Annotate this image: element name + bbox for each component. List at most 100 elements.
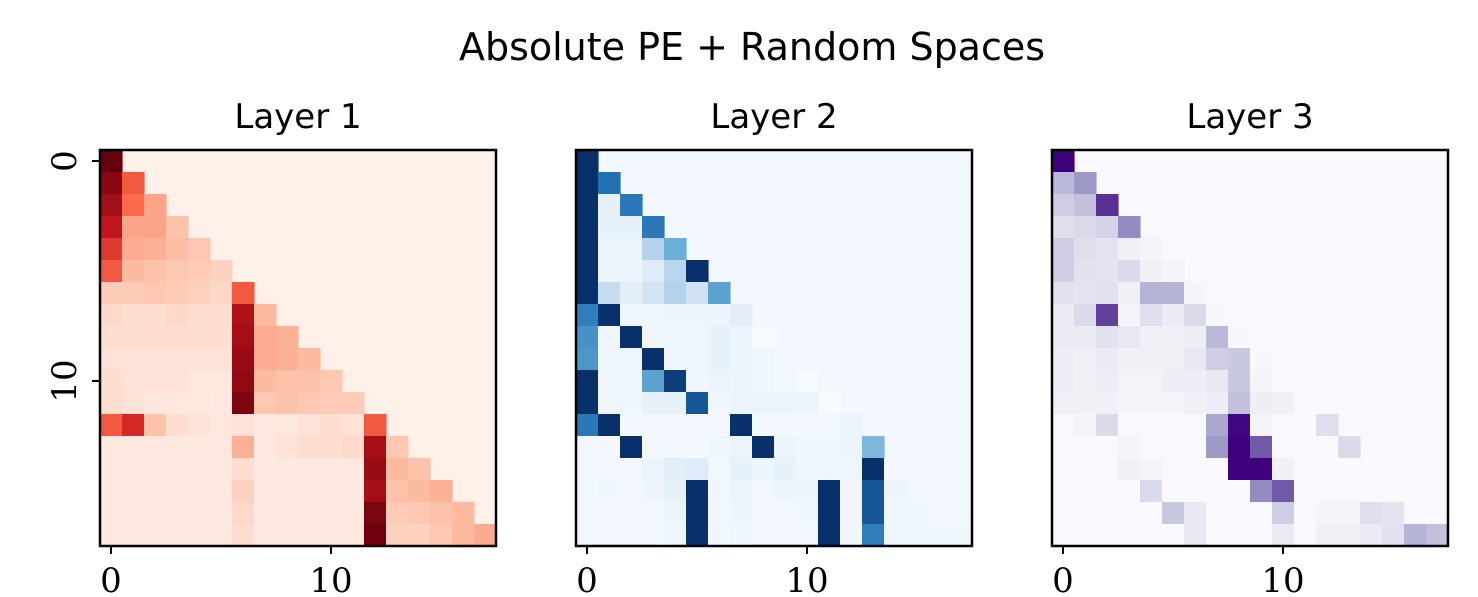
heatmap-cell <box>1052 150 1075 173</box>
heatmap-cell <box>1074 194 1097 217</box>
heatmap-cell <box>386 502 409 525</box>
heatmap-cell <box>1338 480 1361 503</box>
heatmap-cell <box>1228 370 1251 393</box>
heatmap-cell <box>598 172 621 195</box>
heatmap-cell <box>408 524 431 547</box>
heatmap-cell <box>1382 524 1405 547</box>
axes-frame <box>574 148 974 548</box>
heatmap-cell <box>188 480 211 503</box>
heatmap-cell <box>730 326 753 349</box>
heatmap-cell <box>430 524 453 547</box>
heatmap-cell <box>620 436 643 459</box>
heatmap-cell <box>576 326 599 349</box>
heatmap-cell <box>1118 370 1141 393</box>
heatmap-cell <box>1294 458 1317 481</box>
heatmap-cell <box>1096 436 1119 459</box>
heatmap-cell <box>298 414 321 437</box>
heatmap-cell <box>840 524 863 547</box>
heatmap-cell <box>598 238 621 261</box>
heatmap-cell <box>598 260 621 283</box>
heatmap-cell <box>1316 436 1339 459</box>
panel-title: Layer 3 <box>1186 97 1313 137</box>
heatmap-cell <box>686 458 709 481</box>
heatmap-cell <box>166 502 189 525</box>
heatmap-cell <box>1228 326 1251 349</box>
heatmap-cell <box>642 392 665 415</box>
heatmap-cell <box>620 524 643 547</box>
heatmap-cell <box>598 480 621 503</box>
heatmap-cell <box>254 458 277 481</box>
heatmap-cell <box>1052 436 1075 459</box>
heatmap-cell <box>364 436 387 459</box>
heatmap-cell <box>818 480 841 503</box>
heatmap-cell <box>1052 392 1075 415</box>
heatmap-cell <box>598 348 621 371</box>
heatmap-cell <box>598 458 621 481</box>
heatmap-cell <box>298 392 321 415</box>
heatmap-cell <box>620 326 643 349</box>
heatmap-cell <box>232 436 255 459</box>
heatmap-cell <box>1074 260 1097 283</box>
heatmap-cell <box>1272 414 1295 437</box>
heatmap-cell <box>1184 502 1207 525</box>
heatmap-cell <box>1162 260 1185 283</box>
heatmap-cell <box>408 480 431 503</box>
heatmap-cell <box>1162 326 1185 349</box>
heatmap-cell <box>1162 348 1185 371</box>
heatmap-cell <box>730 414 753 437</box>
heatmap-cell <box>1052 326 1075 349</box>
heatmap-cell <box>1074 216 1097 239</box>
heatmap-cell <box>100 480 123 503</box>
heatmap-cell <box>232 392 255 415</box>
heatmap-cell <box>708 370 731 393</box>
heatmap-cell <box>254 392 277 415</box>
heatmap-cell <box>1360 458 1383 481</box>
heatmap-panel-3: Layer 3 0 10 <box>1050 97 1450 597</box>
heatmap-cell <box>210 282 233 305</box>
heatmap-cell <box>408 458 431 481</box>
heatmap-cell <box>1184 282 1207 305</box>
heatmap-cell <box>1338 524 1361 547</box>
heatmap-cell <box>1316 458 1339 481</box>
heatmap-cell <box>928 524 951 547</box>
axes-frame <box>98 148 498 548</box>
heatmap-cell <box>598 436 621 459</box>
heatmap-cell <box>1250 436 1273 459</box>
heatmap-cell <box>708 502 731 525</box>
heatmap-cell <box>122 524 145 547</box>
heatmap-cell <box>1228 458 1251 481</box>
heatmap-cell <box>576 414 599 437</box>
heatmap-cell <box>144 480 167 503</box>
heatmap-cell <box>188 348 211 371</box>
heatmap-cell <box>840 414 863 437</box>
heatmap-cell <box>576 304 599 327</box>
heatmap-cell <box>100 238 123 261</box>
heatmap-cell <box>598 326 621 349</box>
heatmap-cell <box>1338 502 1361 525</box>
heatmap-cell <box>1052 502 1075 525</box>
heatmap-cell <box>576 172 599 195</box>
heatmap-cell <box>686 502 709 525</box>
heatmap-cell <box>576 150 599 173</box>
heatmap-cell <box>818 458 841 481</box>
heatmap-cell <box>144 194 167 217</box>
heatmap-cell <box>188 326 211 349</box>
heatmap-cell <box>664 414 687 437</box>
heatmap-cell <box>730 348 753 371</box>
heatmap-cell <box>708 524 731 547</box>
heatmap-cell <box>598 392 621 415</box>
heatmap-cell <box>1140 326 1163 349</box>
heatmap-cell <box>1096 216 1119 239</box>
heatmap-cell <box>576 436 599 459</box>
heatmap-cell <box>774 370 797 393</box>
heatmap-cell <box>1338 436 1361 459</box>
panel-title: Layer 2 <box>710 97 837 137</box>
heatmap-cell <box>1294 392 1317 415</box>
heatmap-cell <box>1162 370 1185 393</box>
heatmap-cell <box>1250 414 1273 437</box>
heatmap-cell <box>906 480 929 503</box>
heatmap-cell <box>642 260 665 283</box>
heatmap-cell <box>642 348 665 371</box>
x-tick-label: 10 <box>309 561 352 597</box>
heatmap-cell <box>642 282 665 305</box>
